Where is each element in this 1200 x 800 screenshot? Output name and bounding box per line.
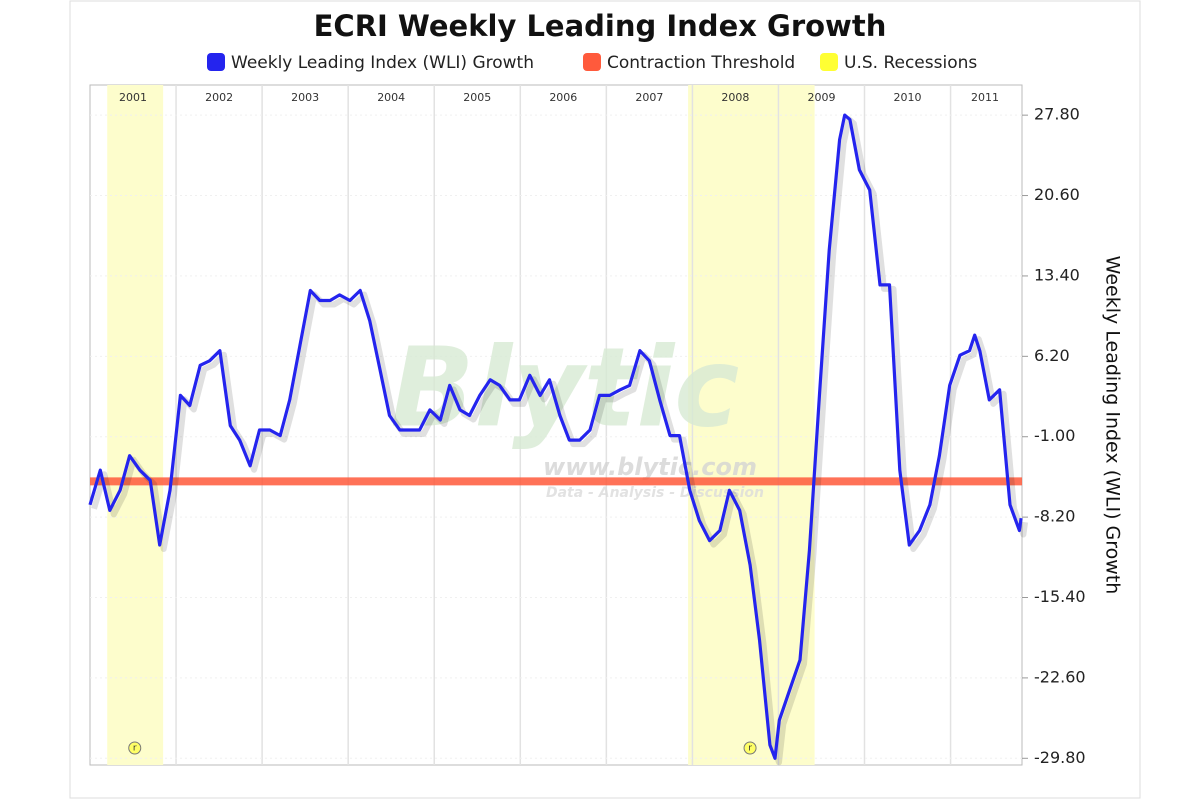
y-tick-label: -29.80 [1034,748,1086,767]
x-tick-label: 2003 [291,91,319,104]
legend-label: Weekly Leading Index (WLI) Growth [231,53,534,73]
x-tick-label: 2009 [807,91,835,104]
y-tick-label: -22.60 [1034,667,1086,686]
annotation-label: r [748,744,752,754]
plot-area [89,84,1023,766]
watermark: www.blytic.com [543,453,757,481]
y-tick-label: 13.40 [1034,265,1080,284]
watermark: Data - Analysis - Discussion [546,485,764,501]
annotation-marker [743,741,757,755]
annotation-label: r [133,744,137,754]
x-tick-label: 2005 [463,91,491,104]
legend-swatch [820,53,838,71]
x-tick-label: 2006 [549,91,577,104]
y-tick-label: -15.40 [1034,587,1086,606]
legend-swatch [583,53,601,71]
y-tick-label: 6.20 [1034,346,1070,365]
recession-band [688,85,815,765]
x-tick-label: 2011 [971,91,999,104]
x-tick-label: 2001 [119,91,147,104]
legend-label: Contraction Threshold [607,53,795,73]
x-tick-label: 2008 [721,91,749,104]
x-tick-label: 2007 [635,91,663,104]
recession-band [107,85,164,765]
y-tick-label: 27.80 [1034,105,1080,124]
legend-swatch [207,53,225,71]
y-tick-label: 20.60 [1034,185,1080,204]
x-tick-label: 2004 [377,91,405,104]
x-tick-label: 2010 [894,91,922,104]
line-shadow [91,116,1029,766]
y-tick-label: -1.00 [1034,426,1075,445]
series-line [88,113,1023,760]
legend-label: U.S. Recessions [844,53,977,73]
annotation-marker [128,741,142,755]
y-tick-label: -8.20 [1034,507,1075,526]
x-tick-label: 2002 [205,91,233,104]
chart-title: ECRI Weekly Leading Index Growth [314,9,887,43]
y-axis-title: Weekly Leading Index (WLI) Growth [1102,256,1124,595]
